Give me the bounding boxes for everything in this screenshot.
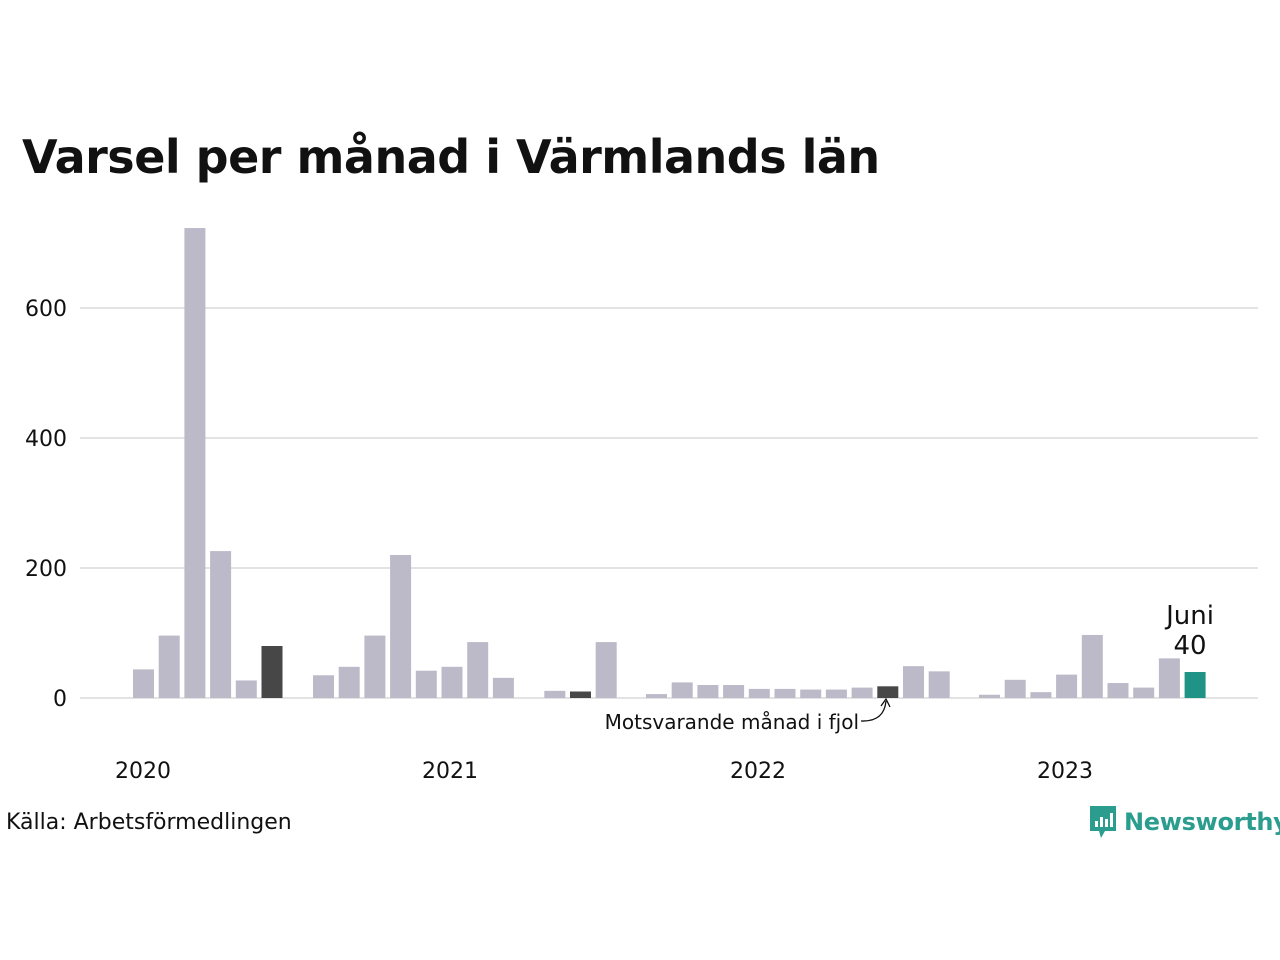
bar: [492, 677, 514, 698]
bar: [697, 685, 719, 698]
bar: [261, 646, 283, 698]
bar: [748, 688, 770, 698]
highlight-month-label: Juni: [1164, 601, 1214, 631]
y-tick-label: 400: [25, 427, 67, 452]
bar: [979, 694, 1000, 698]
bar: [415, 670, 437, 698]
bar: [800, 689, 822, 698]
bar: [903, 666, 924, 698]
annotation-text: Motsvarande månad i fjol: [605, 710, 859, 734]
annotation-arrow: [860, 700, 887, 722]
highlight-value-label: 40: [1173, 631, 1206, 661]
bar: [1030, 692, 1052, 698]
bar: [1133, 687, 1155, 698]
bar: [1056, 674, 1078, 698]
bar: [364, 635, 386, 698]
bar: [646, 694, 667, 698]
y-tick-label: 0: [53, 687, 67, 712]
bar: [851, 687, 873, 698]
bar: [133, 669, 154, 698]
y-tick-label: 200: [25, 557, 67, 582]
y-axis-ticks: 0 200 400 600: [25, 297, 67, 712]
bar: [544, 690, 566, 698]
y-tick-label: 600: [25, 297, 67, 322]
bar: [774, 688, 796, 698]
bar: [1184, 672, 1206, 698]
x-year-label: 2022: [730, 759, 786, 784]
bar: [825, 689, 847, 698]
bar: [390, 555, 412, 698]
x-year-label: 2023: [1037, 759, 1093, 784]
bar: [235, 680, 257, 698]
bar: [1107, 683, 1129, 698]
bar: [928, 671, 950, 698]
bar: [1004, 679, 1026, 698]
x-year-label: 2021: [422, 759, 478, 784]
bar: [595, 642, 617, 698]
bar: [877, 686, 899, 698]
x-year-label: 2020: [115, 759, 171, 784]
bar: [570, 691, 591, 698]
chart-title: Varsel per månad i Värmlands län: [22, 130, 880, 184]
bar: [467, 642, 489, 698]
bar: [158, 635, 180, 698]
bar: [184, 228, 206, 699]
bar: [338, 666, 360, 698]
bar: [313, 675, 334, 698]
source-label: Källa: Arbetsförmedlingen: [6, 810, 292, 835]
bar: [671, 682, 693, 698]
bar: [441, 666, 463, 698]
bar: [1081, 634, 1103, 698]
bar: [210, 551, 232, 698]
brand-name: Newsworthy: [1124, 808, 1280, 836]
gridlines: [80, 307, 1258, 699]
newsworthy-logo: Newsworthy: [1088, 803, 1280, 841]
x-axis-year-labels: 2020 2021 2022 2023: [115, 759, 1093, 784]
bars: [133, 228, 1206, 699]
newsworthy-logo-icon: [1090, 806, 1116, 838]
bar: [723, 685, 745, 698]
annotation-arrowhead: [880, 697, 891, 708]
bar: [1158, 658, 1180, 698]
